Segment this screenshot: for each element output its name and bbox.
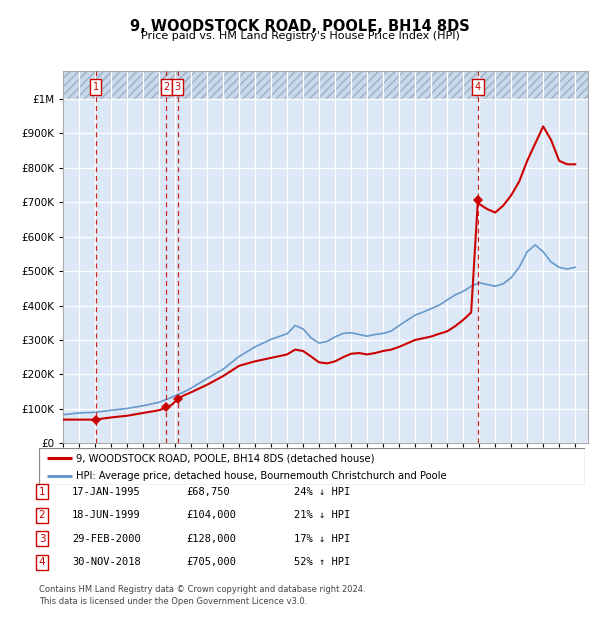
Text: 9, WOODSTOCK ROAD, POOLE, BH14 8DS: 9, WOODSTOCK ROAD, POOLE, BH14 8DS bbox=[130, 19, 470, 33]
Text: 17-JAN-1995: 17-JAN-1995 bbox=[72, 487, 141, 497]
Text: £104,000: £104,000 bbox=[186, 510, 236, 520]
Text: 2: 2 bbox=[38, 510, 46, 520]
Text: 1: 1 bbox=[38, 487, 46, 497]
Text: 2: 2 bbox=[163, 82, 170, 92]
Text: £68,750: £68,750 bbox=[186, 487, 230, 497]
Text: HPI: Average price, detached house, Bournemouth Christchurch and Poole: HPI: Average price, detached house, Bour… bbox=[76, 471, 447, 480]
Text: 1: 1 bbox=[92, 82, 99, 92]
Text: £128,000: £128,000 bbox=[186, 534, 236, 544]
Text: 9, WOODSTOCK ROAD, POOLE, BH14 8DS (detached house): 9, WOODSTOCK ROAD, POOLE, BH14 8DS (deta… bbox=[76, 453, 374, 463]
Text: Price paid vs. HM Land Registry's House Price Index (HPI): Price paid vs. HM Land Registry's House … bbox=[140, 31, 460, 41]
Text: 18-JUN-1999: 18-JUN-1999 bbox=[72, 510, 141, 520]
Text: 17% ↓ HPI: 17% ↓ HPI bbox=[294, 534, 350, 544]
Text: Contains HM Land Registry data © Crown copyright and database right 2024.: Contains HM Land Registry data © Crown c… bbox=[39, 585, 365, 594]
Text: 24% ↓ HPI: 24% ↓ HPI bbox=[294, 487, 350, 497]
Text: 4: 4 bbox=[475, 82, 481, 92]
Text: This data is licensed under the Open Government Licence v3.0.: This data is licensed under the Open Gov… bbox=[39, 597, 307, 606]
Text: 21% ↓ HPI: 21% ↓ HPI bbox=[294, 510, 350, 520]
Text: 3: 3 bbox=[38, 534, 46, 544]
Text: 3: 3 bbox=[175, 82, 181, 92]
Text: 52% ↑ HPI: 52% ↑ HPI bbox=[294, 557, 350, 567]
Text: 4: 4 bbox=[38, 557, 46, 567]
Text: £705,000: £705,000 bbox=[186, 557, 236, 567]
Text: 29-FEB-2000: 29-FEB-2000 bbox=[72, 534, 141, 544]
Text: 30-NOV-2018: 30-NOV-2018 bbox=[72, 557, 141, 567]
